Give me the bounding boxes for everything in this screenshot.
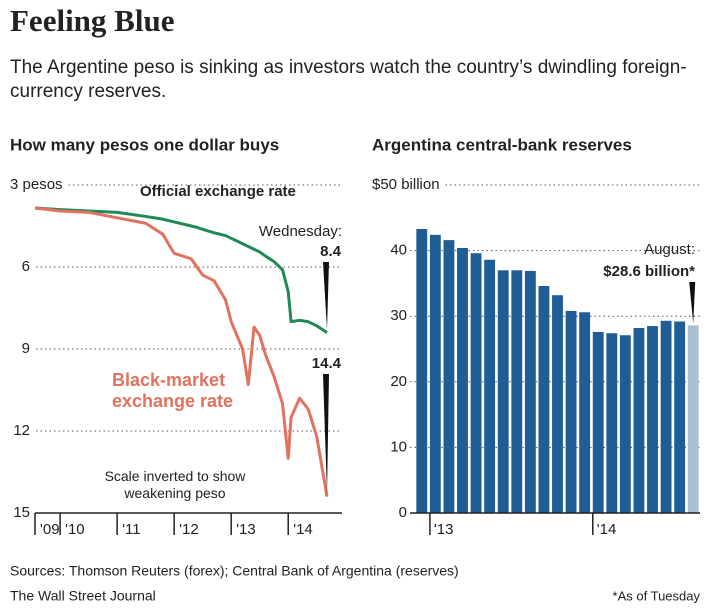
x-tick-label: '14 (597, 521, 617, 538)
pointer (689, 282, 696, 324)
bar (524, 270, 536, 513)
annotation: Wednesday: (259, 223, 342, 240)
panel-title: How many pesos one dollar buys (10, 135, 279, 154)
x-tick-label: '10 (65, 521, 85, 538)
bar (552, 295, 563, 513)
bar (579, 312, 591, 513)
y-tick-label: 20 (390, 373, 407, 390)
x-tick-label: '13 (434, 521, 454, 538)
headline: Feeling Blue (10, 3, 174, 38)
x-tick-label: '09 (40, 521, 60, 538)
series-label: Official exchange rate (140, 183, 296, 200)
x-tick-label: '11 (122, 521, 140, 538)
footnote: *As of Tuesday (613, 588, 701, 603)
y-tick-label: 40 (390, 242, 407, 259)
y-tick-label: 12 (13, 422, 30, 439)
bar (592, 331, 604, 513)
annotation: August: (644, 241, 695, 258)
bar (416, 228, 428, 513)
pointer (323, 374, 329, 494)
bar (484, 259, 496, 513)
bar (470, 253, 482, 513)
y-tick-label: 30 (390, 307, 407, 324)
bar (429, 234, 441, 513)
bar (511, 270, 523, 513)
bar (660, 320, 672, 513)
y-tick-label: 0 (399, 504, 407, 521)
bar (606, 333, 618, 513)
line (34, 206, 328, 334)
x-tick-label: '13 (236, 521, 256, 538)
x-tick-label: '14 (293, 521, 313, 538)
bar (443, 240, 455, 513)
value-label: 8.4 (320, 243, 342, 260)
y-tick-label: 10 (390, 438, 407, 455)
x-tick-label: '12 (179, 521, 199, 538)
bar (633, 328, 645, 513)
pointer (323, 262, 329, 330)
subtitle: The Argentine peso is sinking as investo… (10, 57, 687, 102)
bar (647, 326, 658, 513)
y-tick-label: 9 (22, 340, 30, 357)
series-label: Black-market exchange rate (112, 370, 234, 411)
bar (687, 325, 699, 513)
bar (497, 270, 509, 513)
value-label: $28.6 billion* (603, 263, 695, 280)
value-label: 14.4 (312, 355, 342, 372)
bar (565, 310, 577, 513)
bar (674, 321, 686, 513)
annotation: Scale inverted to show weakening peso (104, 468, 246, 501)
bar (619, 335, 631, 513)
publisher: The Wall Street Journal (10, 588, 156, 604)
sources: Sources: Thomson Reuters (forex); Centra… (10, 563, 459, 579)
y-tick-label: $50 billion (372, 176, 440, 193)
y-tick-label: 15 (13, 504, 30, 521)
y-tick-label: 6 (22, 258, 30, 275)
y-tick-label: 3 pesos (10, 176, 63, 193)
panel-title: Argentina central-bank reserves (372, 135, 632, 154)
bar (457, 247, 468, 513)
line (34, 206, 329, 497)
bar (538, 286, 550, 513)
